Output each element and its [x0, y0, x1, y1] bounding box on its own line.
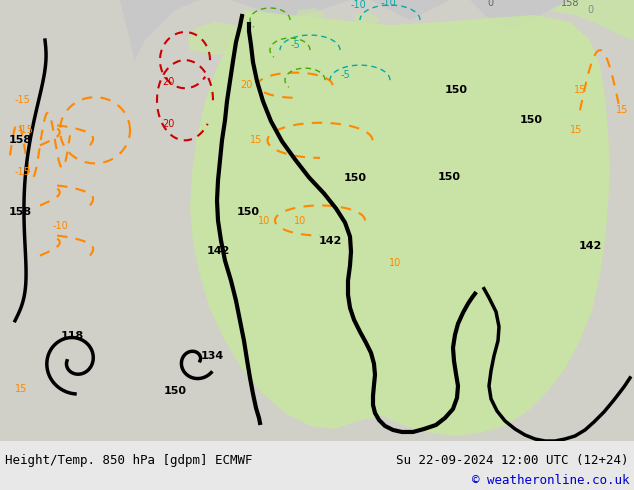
Text: Height/Temp. 850 hPa [gdpm] ECMWF: Height/Temp. 850 hPa [gdpm] ECMWF [5, 454, 252, 466]
Text: Su 22-09-2024 12:00 UTC (12+24): Su 22-09-2024 12:00 UTC (12+24) [396, 454, 629, 466]
Text: -5: -5 [290, 40, 300, 50]
Text: 158: 158 [560, 0, 579, 8]
Polygon shape [190, 10, 610, 436]
Text: 15: 15 [570, 125, 582, 135]
Text: 150: 150 [164, 386, 186, 396]
Text: 20: 20 [162, 77, 174, 87]
Text: -5: -5 [340, 70, 350, 80]
Text: 15: 15 [15, 384, 27, 394]
Text: 15: 15 [250, 135, 262, 146]
Polygon shape [550, 0, 634, 40]
Text: -10: -10 [380, 0, 396, 8]
Text: 15: 15 [616, 105, 628, 115]
Text: 10: 10 [294, 216, 306, 225]
Polygon shape [0, 0, 220, 441]
Polygon shape [355, 12, 380, 28]
Text: 0: 0 [587, 5, 593, 15]
Text: 150: 150 [236, 207, 259, 218]
Text: 158: 158 [8, 207, 32, 218]
Polygon shape [123, 0, 634, 441]
Text: 150: 150 [444, 85, 467, 95]
Text: 15: 15 [574, 85, 586, 95]
Text: 118: 118 [60, 331, 84, 341]
Text: © weatheronline.co.uk: © weatheronline.co.uk [472, 473, 629, 487]
Polygon shape [295, 8, 325, 22]
Text: 10: 10 [258, 216, 270, 225]
Text: 20: 20 [162, 119, 174, 129]
Text: 142: 142 [206, 245, 230, 256]
Text: -15: -15 [15, 95, 31, 105]
Text: -10: -10 [52, 220, 68, 230]
Text: 20: 20 [240, 80, 252, 90]
Text: 142: 142 [578, 241, 602, 250]
Text: 150: 150 [344, 173, 366, 183]
Text: 0: 0 [487, 0, 493, 8]
Text: 150: 150 [437, 172, 460, 182]
Polygon shape [188, 22, 242, 55]
Text: 150: 150 [519, 115, 543, 125]
Text: 134: 134 [200, 351, 224, 361]
Text: 158: 158 [8, 135, 32, 146]
Text: 142: 142 [318, 236, 342, 245]
Text: 10: 10 [389, 258, 401, 268]
Text: -15: -15 [15, 168, 31, 177]
Text: -10: -10 [350, 0, 366, 10]
Text: -15: -15 [18, 125, 34, 135]
